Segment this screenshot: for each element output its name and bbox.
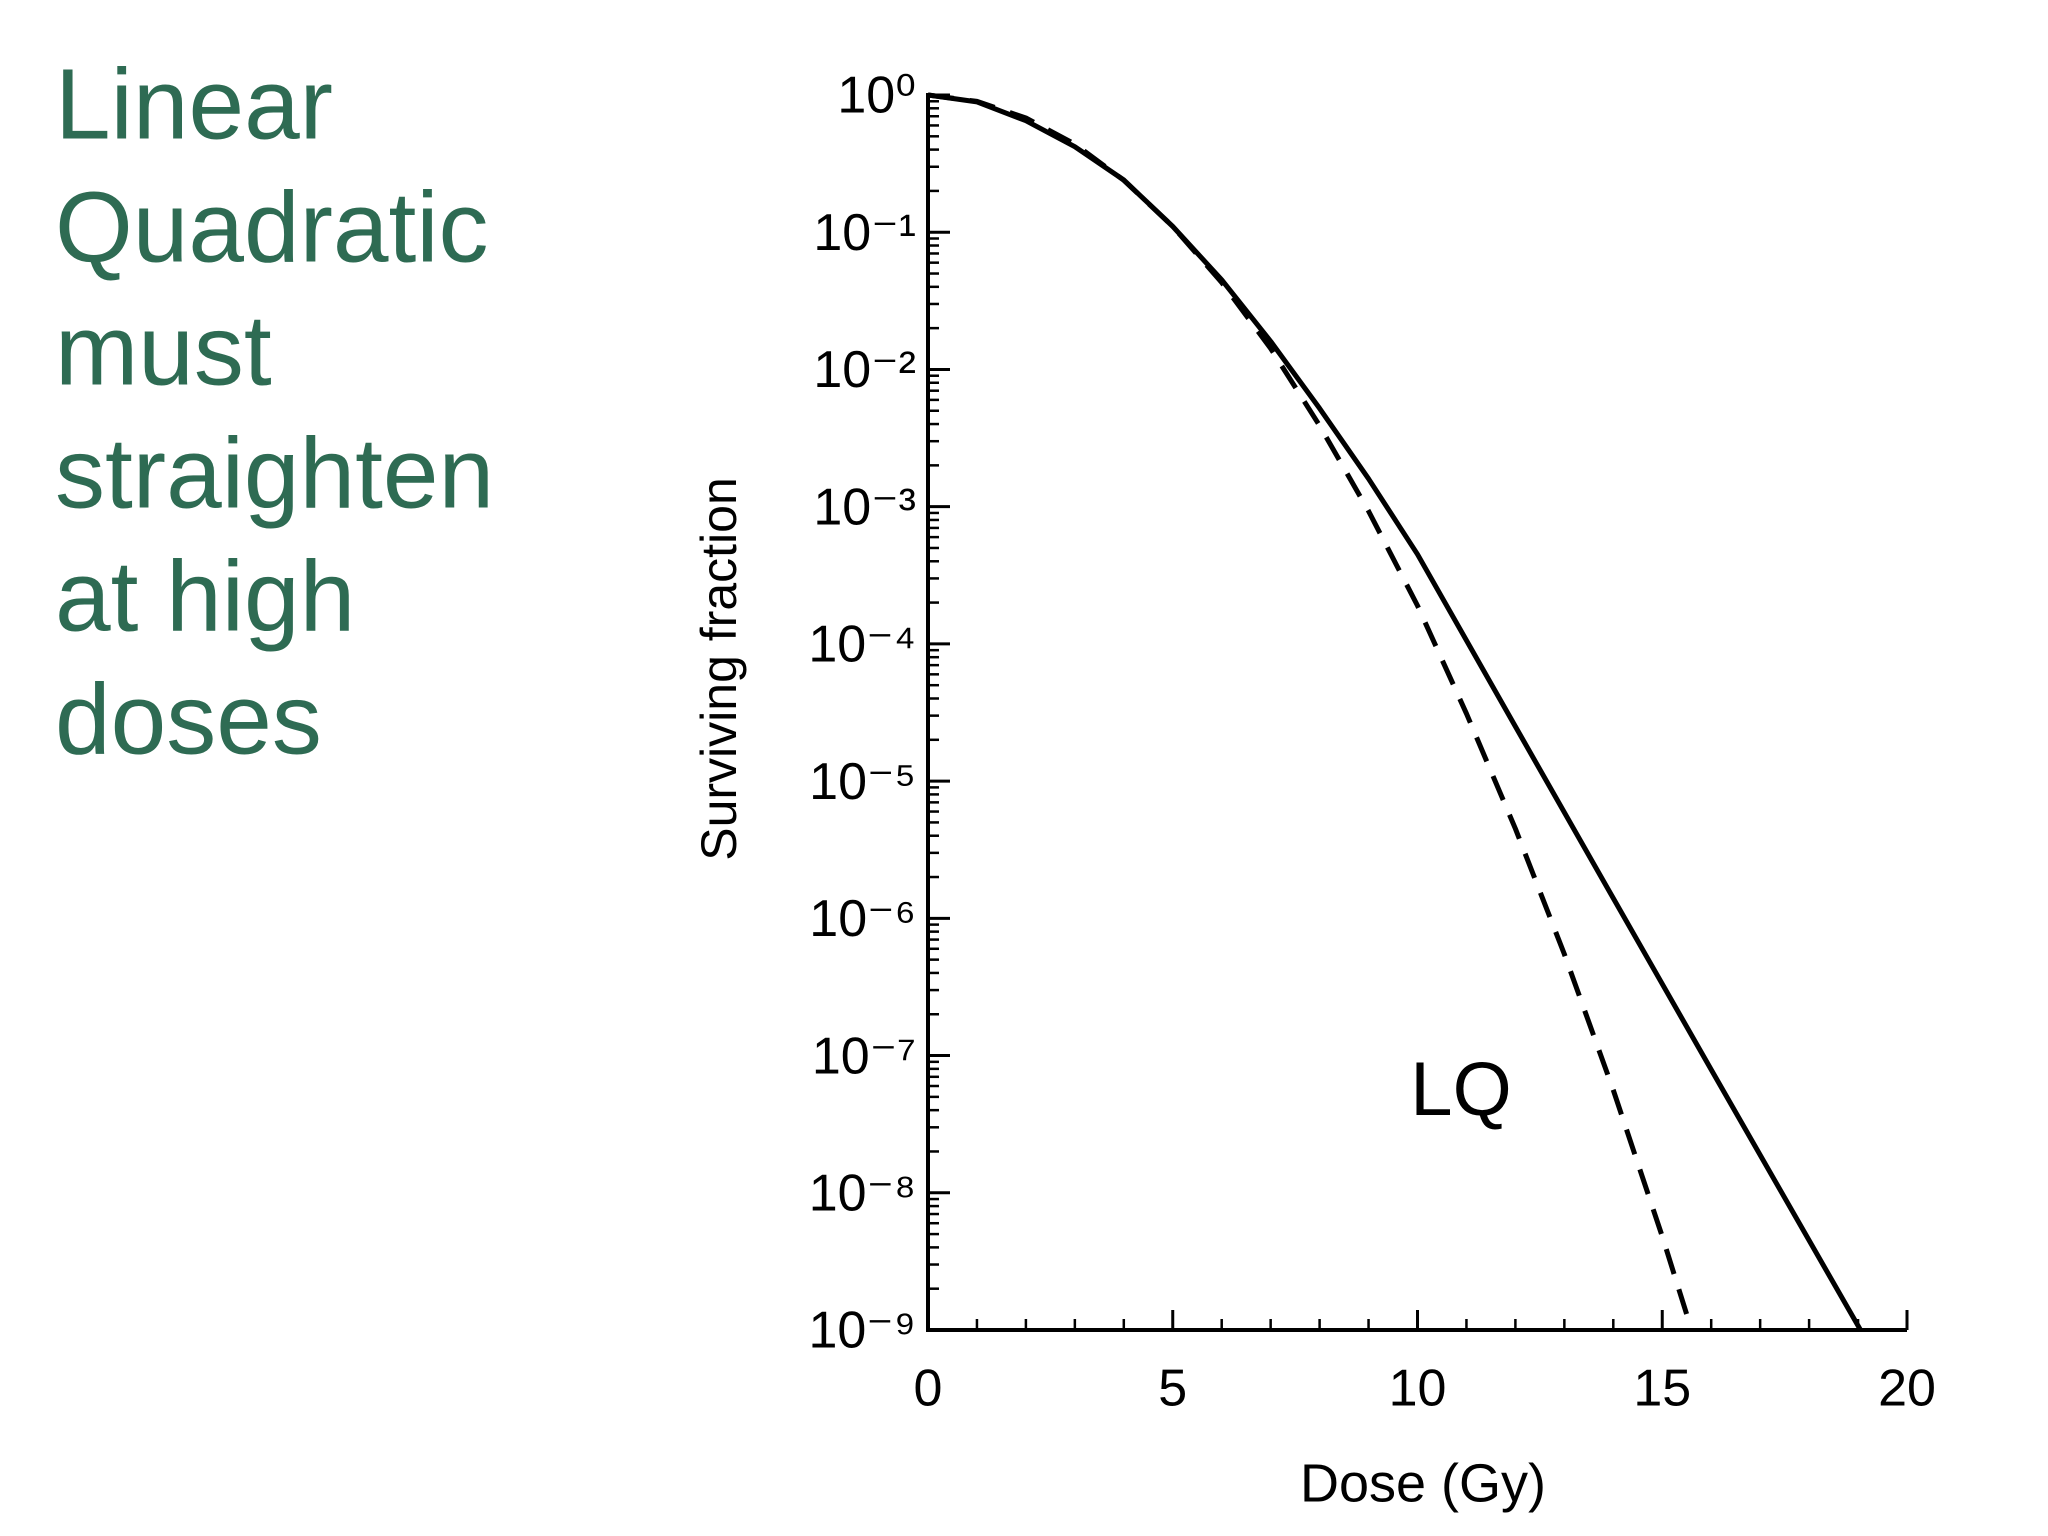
heading-line: must [55,294,272,406]
y-axis-label: Surviving fraction [691,477,747,861]
x-axis-label: Dose (Gy) [1300,1453,1546,1513]
solid-line [927,92,1863,1332]
heading-line: Linear [55,48,333,160]
dashed-line [927,92,1694,1331]
y-tick-label: 10⁻⁶ [809,890,916,948]
heading-line: Quadratic [55,171,489,283]
y-tick-label: 10⁻⁷ [812,1027,916,1085]
y-tick-label: 10⁻⁹ [808,1302,916,1360]
heading-line: doses [55,663,322,775]
y-tick-label: 10⁻⁵ [809,753,916,811]
y-tick-label: 10⁻² [813,341,916,399]
x-tick-label: 0 [914,1360,943,1418]
heading-line: straighten [55,417,494,529]
y-tick-label: 10⁻³ [813,478,916,536]
x-tick-label: 15 [1633,1360,1691,1418]
y-tick-label: 10⁻⁴ [808,616,916,674]
y-tick-label: 10⁻¹ [813,204,916,262]
x-tick-label: 5 [1158,1360,1187,1418]
annotation: LQ [1410,1047,1511,1132]
x-tick-label: 20 [1878,1360,1936,1418]
y-tick-label: 10⁻⁸ [809,1165,916,1223]
x-tick-label: 10 [1389,1360,1447,1418]
y-tick-label: 10⁰ [837,67,916,125]
heading-line: at high [55,540,355,652]
